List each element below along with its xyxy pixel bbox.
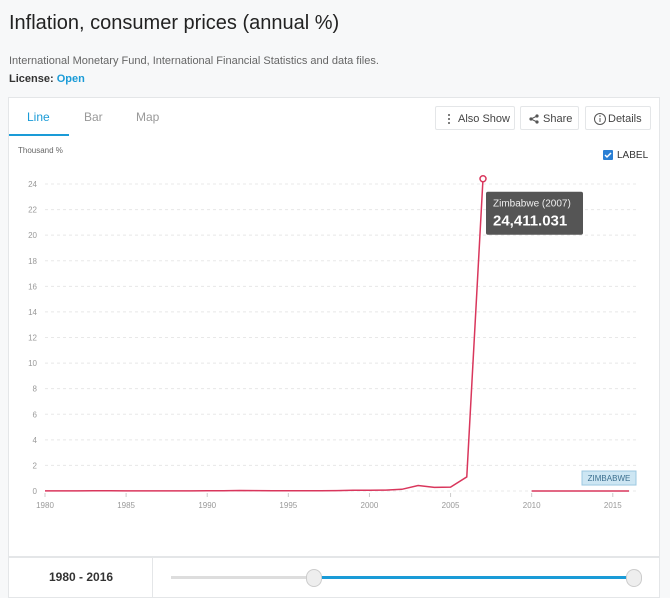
y-tick-label: 4 bbox=[33, 436, 38, 445]
y-tick-label: 18 bbox=[28, 257, 37, 266]
series-label: ZIMBABWE bbox=[588, 474, 631, 483]
x-tick-label: 2010 bbox=[523, 501, 541, 510]
y-tick-label: 2 bbox=[33, 461, 38, 470]
y-tick-label: 16 bbox=[28, 282, 37, 291]
tooltip-title: Zimbabwe (2007) bbox=[493, 199, 571, 210]
time-range-bar: 1980 - 2016 bbox=[8, 557, 660, 598]
x-tick-label: 1985 bbox=[117, 501, 135, 510]
y-tick-label: 20 bbox=[28, 231, 37, 240]
y-axis-label: Thousand % bbox=[18, 146, 63, 155]
y-tick-label: 24 bbox=[28, 180, 37, 189]
divider bbox=[152, 558, 153, 597]
y-tick-label: 10 bbox=[28, 359, 37, 368]
y-tick-label: 6 bbox=[33, 410, 38, 419]
x-tick-label: 2005 bbox=[442, 501, 460, 510]
x-tick-label: 1995 bbox=[279, 501, 297, 510]
tooltip-value: 24,411.031 bbox=[493, 213, 567, 230]
y-tick-label: 8 bbox=[33, 385, 38, 394]
x-tick-label: 2000 bbox=[361, 501, 379, 510]
y-tick-label: 14 bbox=[28, 308, 37, 317]
y-tick-label: 12 bbox=[28, 334, 37, 343]
slider-handle[interactable] bbox=[306, 569, 322, 587]
highlight-point bbox=[480, 176, 486, 182]
range-label: 1980 - 2016 bbox=[49, 570, 113, 584]
x-tick-label: 1980 bbox=[36, 501, 54, 510]
slider-track bbox=[171, 576, 314, 579]
y-tick-label: 0 bbox=[33, 487, 38, 496]
y-tick-label: 22 bbox=[28, 206, 37, 215]
x-tick-label: 1990 bbox=[198, 501, 216, 510]
slider-selection bbox=[314, 576, 634, 579]
x-tick-label: 2015 bbox=[604, 501, 622, 510]
label-toggle-text[interactable]: LABEL bbox=[617, 150, 649, 161]
slider-handle[interactable] bbox=[626, 569, 642, 587]
series-line bbox=[45, 179, 483, 491]
chart: Thousand % LABEL 02468101214161820222419… bbox=[0, 0, 670, 556]
